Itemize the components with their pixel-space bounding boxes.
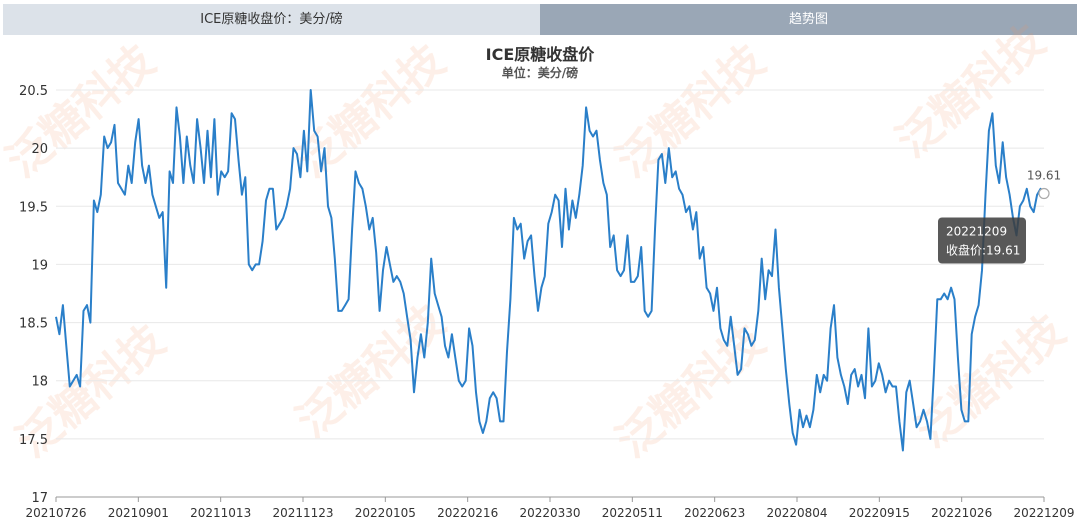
tab-ice-sugar-price[interactable]: ICE原糖收盘价：美分/磅: [3, 4, 540, 35]
gridlines: [56, 89, 1044, 498]
chart-panel: ICE原糖收盘价 单位：美分/磅 泛糖科技 泛糖科技 泛糖科技 泛糖科技 泛糖科…: [0, 15, 1080, 523]
x-tick-label: 20210901: [108, 506, 169, 520]
x-tick-label: 20221026: [931, 506, 992, 520]
x-tick-label: 20221209: [1013, 506, 1074, 520]
x-tick-label: 20220216: [437, 506, 498, 520]
price-line: [55, 89, 1045, 452]
y-tick-label: 19.5: [19, 200, 48, 215]
x-tick-label: 20210726: [25, 506, 86, 520]
x-tick-label: 20211123: [272, 506, 333, 520]
y-tick-label: 18.5: [19, 317, 48, 332]
y-tick-label: 17.5: [19, 433, 48, 448]
tooltip-box: [938, 217, 1026, 264]
x-tick-label: 20220511: [602, 506, 663, 520]
x-tick-label: 20220915: [849, 506, 910, 520]
chart-title: ICE原糖收盘价: [485, 45, 595, 64]
line-chart: 17 17.5 18 18.5 19 19.5 20 20.5 20210726 20210901…: [19, 84, 1074, 520]
y-tick-label: 20.5: [19, 84, 48, 99]
y-tick-label: 20: [31, 142, 48, 157]
tab-bar: ICE原糖收盘价：美分/磅 趋势图: [3, 4, 1077, 35]
x-tick-label: 20211013: [190, 506, 251, 520]
x-tick-label: 20220105: [355, 506, 416, 520]
y-tick-label: 17: [31, 491, 48, 506]
y-tick-label: 18: [31, 375, 48, 390]
tooltip-date: 20221209: [946, 224, 1007, 238]
tab-trend-chart[interactable]: 趋势图: [540, 4, 1077, 35]
end-marker-group: 19.61: [1027, 168, 1061, 200]
chart-subtitle: 单位：美分/磅: [501, 66, 579, 80]
end-value-label: 19.61: [1027, 168, 1061, 182]
tooltip: 20221209 收盘价:19.61: [938, 217, 1026, 264]
x-tick-label: 20220804: [766, 506, 827, 520]
axes: 17 17.5 18 18.5 19 19.5 20 20.5 20210726 20210901…: [19, 84, 1074, 520]
y-tick-label: 19: [31, 258, 48, 273]
x-tick-label: 20220623: [684, 506, 745, 520]
end-marker: [1038, 187, 1050, 200]
tooltip-value: 收盘价:19.61: [946, 242, 1020, 257]
x-tick-label: 20220330: [519, 506, 580, 520]
